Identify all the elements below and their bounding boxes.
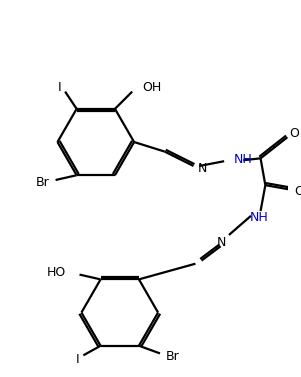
Text: I: I	[76, 352, 79, 366]
Text: Br: Br	[166, 350, 179, 363]
Text: N: N	[197, 162, 207, 175]
Text: Br: Br	[36, 176, 50, 189]
Text: OH: OH	[143, 81, 162, 94]
Text: O: O	[289, 127, 299, 140]
Text: O: O	[294, 185, 301, 198]
Text: NH: NH	[250, 211, 268, 224]
Text: HO: HO	[47, 266, 66, 279]
Text: NH: NH	[234, 153, 253, 166]
Text: I: I	[57, 81, 61, 94]
Text: N: N	[217, 236, 226, 249]
